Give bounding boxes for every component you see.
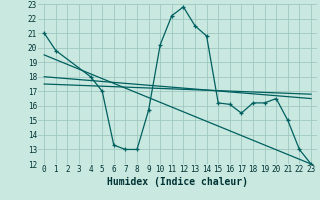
- X-axis label: Humidex (Indice chaleur): Humidex (Indice chaleur): [107, 177, 248, 187]
